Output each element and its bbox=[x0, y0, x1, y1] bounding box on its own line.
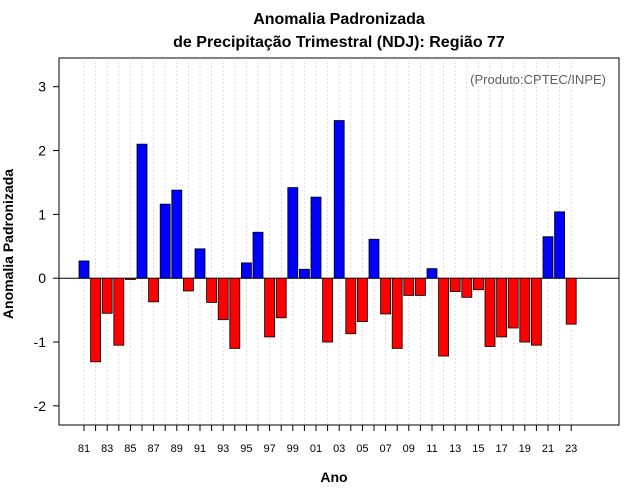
bar-99 bbox=[287, 187, 299, 279]
bar-04 bbox=[345, 277, 357, 335]
x-tick-label-87: 87 bbox=[147, 443, 159, 455]
x-tick-label-11: 11 bbox=[426, 443, 437, 455]
x-tick-label-93: 93 bbox=[217, 443, 229, 455]
y-axis: -2 -1 0 1 2 3 bbox=[34, 79, 59, 414]
x-tick-label-21: 21 bbox=[542, 443, 554, 455]
y-axis-title: Anomalia Padronizada bbox=[0, 169, 16, 319]
bar-91 bbox=[194, 248, 206, 279]
credit-text: (Produto:CPTEC/INPE) bbox=[470, 72, 606, 87]
x-tick-label-05: 05 bbox=[356, 443, 368, 455]
x-tick-label-83: 83 bbox=[101, 443, 113, 455]
y-tick-label--2: -2 bbox=[34, 398, 47, 414]
bar-06 bbox=[368, 238, 380, 279]
x-axis: 81 83 85 87 89 91 93 95 97 99 01 03 05 07 09 11 13 15 17 19… bbox=[78, 425, 577, 455]
x-tick-label-19: 19 bbox=[519, 443, 531, 455]
x-tick-label-07: 07 bbox=[379, 443, 391, 455]
bar-07 bbox=[380, 277, 392, 315]
bar-90 bbox=[182, 277, 194, 292]
bar-08 bbox=[391, 277, 403, 349]
x-tick-label-13: 13 bbox=[449, 443, 461, 455]
x-tick-label-91: 91 bbox=[194, 443, 206, 455]
bar-10 bbox=[414, 277, 426, 296]
bar-95 bbox=[240, 262, 252, 279]
bar-00 bbox=[298, 268, 310, 279]
x-tick-label-01: 01 bbox=[310, 443, 322, 455]
x-tick-label-15: 15 bbox=[472, 443, 484, 455]
x-tick-label-23: 23 bbox=[565, 443, 577, 455]
bar-98 bbox=[275, 277, 287, 319]
x-tick-label-95: 95 bbox=[240, 443, 252, 455]
bar-97 bbox=[264, 277, 276, 338]
bar-89 bbox=[171, 189, 183, 279]
bar-88 bbox=[159, 203, 171, 279]
x-tick-label-99: 99 bbox=[287, 443, 299, 455]
bar-17 bbox=[496, 277, 508, 338]
bar-83 bbox=[101, 277, 113, 314]
bar-92 bbox=[206, 277, 218, 303]
chart-title-line2: de Precipitação Trimestral (NDJ): Região… bbox=[173, 34, 505, 51]
x-tick-label-17: 17 bbox=[495, 443, 507, 455]
bar-22 bbox=[554, 211, 565, 279]
chart-title-line1: Anomalia Padronizada bbox=[253, 11, 425, 28]
bar-15 bbox=[472, 277, 484, 291]
bar-96 bbox=[252, 231, 264, 279]
y-tick-label-0: 0 bbox=[38, 270, 46, 286]
bar-93 bbox=[217, 277, 229, 321]
bar-11 bbox=[426, 268, 438, 279]
bar-19 bbox=[519, 277, 531, 343]
y-tick-label-3: 3 bbox=[38, 79, 46, 95]
x-tick-label-97: 97 bbox=[263, 443, 275, 455]
x-tick-label-09: 09 bbox=[403, 443, 415, 455]
bar-82 bbox=[90, 277, 101, 363]
bar-02 bbox=[322, 277, 334, 343]
bar-16 bbox=[484, 277, 496, 347]
bar-05 bbox=[356, 277, 368, 323]
bar-84 bbox=[113, 277, 125, 346]
x-tick-label-89: 89 bbox=[171, 443, 183, 455]
y-tick-label-2: 2 bbox=[38, 143, 46, 159]
bar-01 bbox=[310, 196, 322, 279]
x-axis-title: Ano bbox=[320, 469, 347, 485]
y-tick-label-1: 1 bbox=[38, 206, 46, 222]
bar-13 bbox=[449, 277, 461, 293]
bar-87 bbox=[148, 277, 160, 303]
bar-94 bbox=[229, 277, 241, 349]
x-tick-label-85: 85 bbox=[124, 443, 136, 455]
bar-21 bbox=[542, 236, 554, 279]
bar-09 bbox=[403, 277, 415, 296]
grid-lines bbox=[83, 58, 572, 425]
x-tick-label-81: 81 bbox=[78, 443, 90, 455]
bar-20 bbox=[531, 277, 542, 346]
bar-12 bbox=[438, 277, 450, 357]
y-tick-label--1: -1 bbox=[34, 334, 47, 350]
bars bbox=[78, 120, 577, 363]
bar-23 bbox=[565, 277, 577, 325]
bar-18 bbox=[507, 277, 519, 329]
bar-14 bbox=[461, 277, 473, 298]
bar-03 bbox=[333, 120, 345, 279]
x-tick-label-03: 03 bbox=[333, 443, 345, 455]
bar-81 bbox=[78, 260, 90, 279]
bar-86 bbox=[136, 143, 148, 279]
bar-85 bbox=[125, 277, 136, 280]
